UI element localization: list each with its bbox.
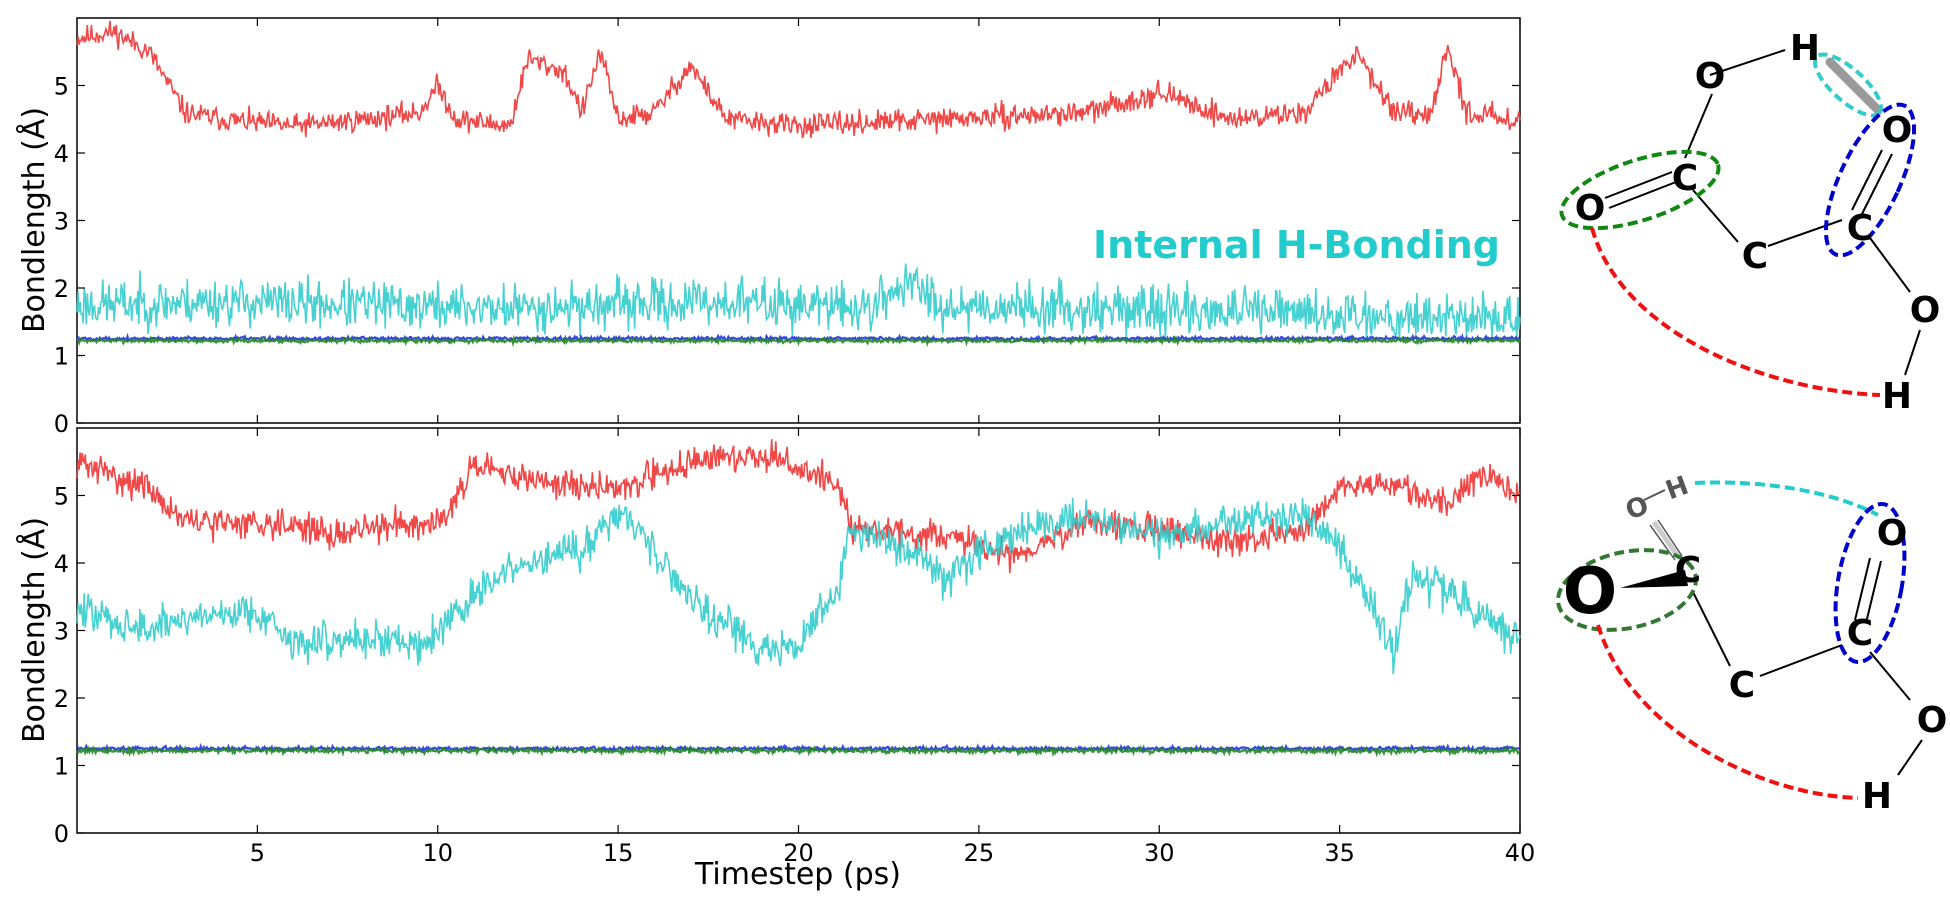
top-series-group [76, 20, 1522, 348]
atom-label: O [1563, 555, 1617, 629]
bottom-molecule-diagram: O H O C O C C O H [1556, 471, 1948, 817]
x-tick-label: 30 [1144, 839, 1175, 867]
bond-line [1869, 651, 1911, 701]
atom-label: O [1695, 56, 1726, 97]
y-tick-label: 3 [54, 618, 69, 646]
x-tick-label: 10 [422, 839, 453, 867]
bottom-plot-frame [76, 427, 1521, 834]
h-bond-highlight-ellipse [1813, 52, 1883, 118]
cyan-distance-curve [1694, 480, 1879, 517]
bond-line [1608, 181, 1677, 209]
bond-line [1854, 557, 1871, 621]
bond-line [1865, 560, 1882, 624]
hashed-bond [1649, 524, 1676, 561]
bond-line [1869, 237, 1911, 293]
top-plot-frame [76, 17, 1521, 424]
series-line [76, 263, 1521, 342]
x-tick-label: 35 [1324, 839, 1355, 867]
bond-line [1851, 149, 1883, 211]
atom-label: C [1847, 208, 1873, 249]
series-line [76, 744, 1521, 758]
atom-label: O [1575, 188, 1606, 229]
series-line [76, 334, 1522, 348]
y-tick-label: 0 [54, 410, 69, 438]
x-tick-label: 15 [603, 839, 634, 867]
bond-line [1692, 189, 1739, 243]
bond-line [1643, 489, 1666, 501]
x-tick-label: 25 [964, 839, 995, 867]
atom-label: O [1917, 700, 1948, 741]
top-panel: 0 1 2 3 4 5 Bondlength (Å) Internal H-Bonding [16, 17, 1522, 438]
y-tick-label: 2 [54, 275, 69, 303]
x-tick-label: 20 [783, 839, 814, 867]
bottom-y-ticks: 0 1 2 3 4 5 [54, 483, 1520, 848]
bond-line [1759, 644, 1843, 677]
y-tick-label: 2 [54, 685, 69, 713]
top-y-axis-label: Bondlength (Å) [16, 107, 52, 333]
red-distance-curve [1596, 624, 1859, 800]
x-tick-label: 5 [250, 839, 265, 867]
top-molecule-diagram: O H O C O C C O H [1559, 28, 1941, 417]
atom-label: O [1882, 110, 1913, 151]
bottom-series-group [76, 439, 1521, 758]
atom-label: H [1790, 28, 1820, 69]
internal-h-bonding-annotation: Internal H-Bonding [1093, 223, 1500, 267]
hydrogen-bond-line [1825, 57, 1883, 115]
y-tick-label: 4 [54, 550, 69, 578]
atom-label: C [1742, 236, 1768, 277]
hashed-bond [1657, 519, 1683, 557]
atom-label: C [1847, 613, 1873, 654]
bond-line [1692, 591, 1731, 667]
carbonyl-right-ellipse [1833, 502, 1907, 664]
wedge-bond [1620, 570, 1688, 588]
y-tick-label: 1 [54, 343, 69, 371]
x-tick-label: 40 [1505, 839, 1536, 867]
atom-label: H [1662, 471, 1693, 507]
atom-label: C [1729, 665, 1755, 706]
y-tick-label: 1 [54, 753, 69, 781]
atom-label: O [1622, 491, 1653, 527]
hashed-bond [1651, 520, 1682, 560]
bottom-y-axis-label: Bondlength (Å) [16, 517, 52, 743]
carbonyl-right-ellipse [1823, 102, 1917, 258]
atom-label: O [1910, 290, 1941, 331]
bond-line [1904, 329, 1921, 376]
y-tick-label: 5 [54, 483, 69, 511]
bond-line [1861, 153, 1893, 215]
atom-label: C [1675, 550, 1701, 591]
series-line [76, 439, 1521, 574]
bond-line [1684, 93, 1713, 159]
atom-label: C [1672, 158, 1698, 199]
y-tick-label: 3 [54, 208, 69, 236]
y-tick-label: 0 [54, 820, 69, 848]
bond-line [1897, 739, 1923, 776]
atom-label: O [1877, 513, 1908, 554]
y-tick-label: 5 [54, 73, 69, 101]
bond-line [1709, 49, 1786, 76]
x-axis-label: Timestep (ps) [694, 857, 901, 892]
bond-line [1767, 219, 1843, 247]
top-y-ticks: 0 1 2 3 4 5 [54, 73, 1520, 438]
x-ticks: 5 10 15 20 25 30 35 40 [250, 18, 1536, 867]
red-distance-curve [1590, 227, 1881, 397]
atom-label: H [1862, 776, 1892, 817]
series-line [76, 497, 1521, 675]
carbonyl-left-ellipse [1556, 548, 1698, 632]
carbonyl-left-ellipse [1559, 149, 1721, 231]
y-tick-label: 4 [54, 140, 69, 168]
atom-label: H [1882, 376, 1912, 417]
series-line [76, 20, 1521, 139]
bond-line [1604, 171, 1673, 199]
